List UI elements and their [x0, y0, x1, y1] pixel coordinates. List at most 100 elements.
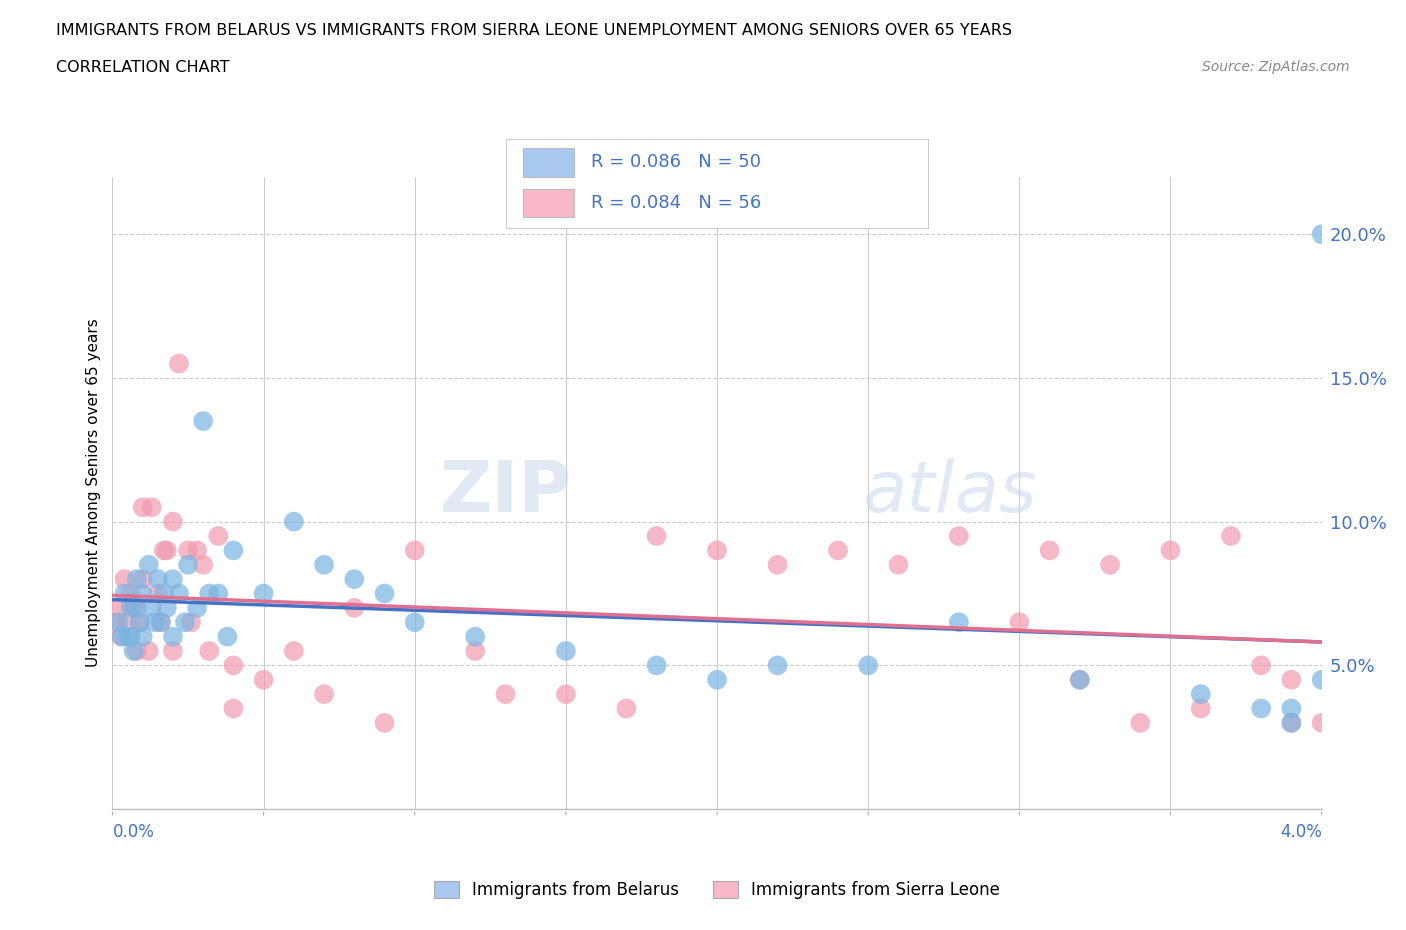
Point	[1069, 672, 1091, 687]
Point	[1279, 672, 1302, 687]
Point	[343, 572, 366, 587]
Point	[1310, 715, 1333, 730]
Point	[706, 543, 728, 558]
Point	[645, 528, 668, 543]
Point	[191, 557, 215, 572]
Point	[1250, 658, 1272, 672]
Point	[404, 543, 426, 558]
Point	[217, 630, 239, 644]
Text: IMMIGRANTS FROM BELARUS VS IMMIGRANTS FROM SIERRA LEONE UNEMPLOYMENT AMONG SENIO: IMMIGRANTS FROM BELARUS VS IMMIGRANTS FR…	[56, 23, 1012, 38]
Point	[174, 615, 197, 630]
Point	[1279, 701, 1302, 716]
Bar	[523, 189, 574, 218]
Point	[343, 601, 366, 616]
Point	[207, 528, 229, 543]
Point	[554, 644, 576, 658]
Point	[186, 543, 208, 558]
Point	[948, 528, 970, 543]
Point	[156, 601, 179, 616]
Point	[404, 615, 426, 630]
Point	[110, 630, 132, 644]
Point	[312, 686, 335, 701]
Point	[1159, 543, 1181, 558]
Point	[125, 601, 148, 616]
Point	[887, 557, 910, 572]
Point	[149, 615, 172, 630]
Point	[1310, 227, 1333, 242]
Point	[141, 601, 163, 616]
Point	[122, 644, 145, 658]
Point	[222, 543, 245, 558]
Point	[149, 615, 172, 630]
Point	[125, 644, 148, 658]
Point	[120, 586, 142, 601]
Point	[283, 644, 305, 658]
Text: ZIP: ZIP	[440, 458, 572, 527]
Point	[156, 543, 179, 558]
Point	[141, 499, 163, 514]
Point	[114, 572, 136, 587]
Point	[495, 686, 517, 701]
Point	[1279, 715, 1302, 730]
Point	[132, 630, 155, 644]
Point	[120, 630, 142, 644]
Point	[125, 572, 148, 587]
Point	[117, 630, 139, 644]
Text: R = 0.086   N = 50: R = 0.086 N = 50	[591, 153, 761, 171]
Point	[1038, 543, 1062, 558]
Point	[138, 644, 160, 658]
Point	[1129, 715, 1152, 730]
Point	[180, 615, 202, 630]
Point	[1310, 672, 1333, 687]
Point	[1098, 557, 1121, 572]
Point	[143, 615, 166, 630]
Point	[554, 686, 576, 701]
Point	[146, 572, 169, 587]
Point	[198, 644, 221, 658]
Point	[464, 644, 486, 658]
Point	[616, 701, 638, 716]
Point	[107, 615, 129, 630]
Point	[117, 615, 139, 630]
Point	[373, 715, 396, 730]
Point	[107, 601, 129, 616]
Point	[177, 543, 200, 558]
Point	[110, 630, 132, 644]
Point	[167, 356, 190, 371]
Point	[766, 557, 789, 572]
Point	[146, 586, 169, 601]
Point	[162, 572, 184, 587]
Y-axis label: Unemployment Among Seniors over 65 years: Unemployment Among Seniors over 65 years	[86, 318, 101, 667]
Text: R = 0.084   N = 56: R = 0.084 N = 56	[591, 194, 761, 212]
Point	[1219, 528, 1241, 543]
Legend: Immigrants from Belarus, Immigrants from Sierra Leone: Immigrants from Belarus, Immigrants from…	[427, 874, 1007, 906]
Point	[645, 658, 668, 672]
Point	[162, 644, 184, 658]
Point	[162, 630, 184, 644]
Point	[177, 557, 200, 572]
Point	[162, 514, 184, 529]
Point	[827, 543, 849, 558]
Point	[167, 586, 190, 601]
Point	[132, 572, 155, 587]
Point	[207, 586, 229, 601]
Point	[1279, 715, 1302, 730]
Point	[1189, 686, 1212, 701]
Point	[1189, 701, 1212, 716]
Point	[766, 658, 789, 672]
Point	[373, 586, 396, 601]
Point	[153, 586, 176, 601]
Point	[132, 586, 155, 601]
Point	[222, 658, 245, 672]
Point	[122, 601, 145, 616]
Text: atlas: atlas	[862, 458, 1036, 527]
Point	[1008, 615, 1031, 630]
Point	[128, 615, 150, 630]
Bar	[523, 148, 574, 177]
Point	[153, 543, 176, 558]
Point	[948, 615, 970, 630]
Point	[132, 499, 155, 514]
Text: Source: ZipAtlas.com: Source: ZipAtlas.com	[1202, 60, 1350, 74]
Point	[312, 557, 335, 572]
Point	[1250, 701, 1272, 716]
